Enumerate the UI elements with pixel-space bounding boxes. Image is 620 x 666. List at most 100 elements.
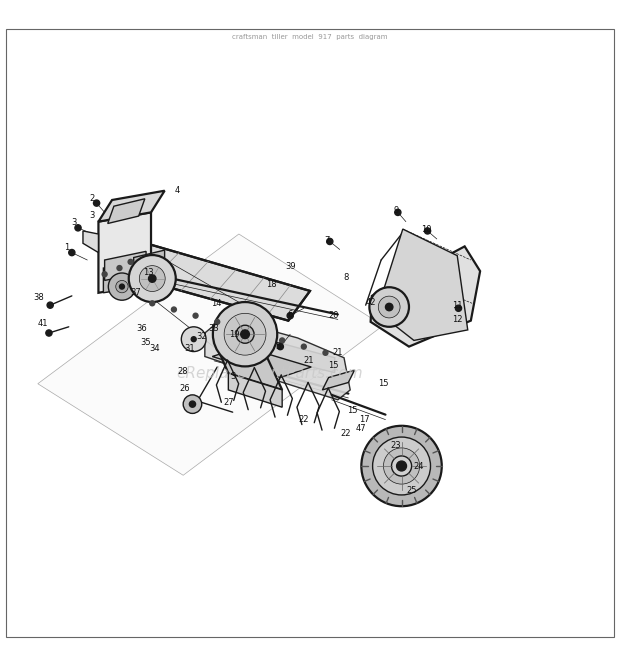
Text: 27: 27 [223,398,234,407]
Circle shape [378,296,400,318]
Text: 9: 9 [394,206,399,215]
Text: 22: 22 [299,415,309,424]
Circle shape [236,326,241,330]
Text: 12: 12 [452,315,463,324]
Text: 10: 10 [421,224,432,234]
Circle shape [327,238,333,244]
Text: 3: 3 [71,218,76,227]
Polygon shape [377,229,467,340]
Text: 37: 37 [130,288,141,297]
Polygon shape [83,231,99,252]
Text: craftsman  tiller  model  917  parts  diagram: craftsman tiller model 917 parts diagram [232,34,388,40]
Circle shape [215,320,219,324]
Circle shape [189,401,195,407]
Circle shape [224,313,266,355]
Circle shape [46,330,52,336]
Text: 36: 36 [136,324,147,332]
Polygon shape [115,243,310,320]
Circle shape [102,272,107,276]
Circle shape [149,275,156,282]
Polygon shape [108,198,145,224]
Circle shape [425,228,431,234]
Text: 31: 31 [184,344,195,353]
Polygon shape [99,212,151,293]
Polygon shape [322,370,355,390]
Circle shape [287,312,293,319]
Text: 15: 15 [378,379,388,388]
Circle shape [280,338,285,343]
Polygon shape [214,340,282,390]
Text: 5: 5 [275,342,280,351]
Circle shape [301,344,306,349]
Text: 23: 23 [390,441,401,450]
Text: eReplacementParts.com: eReplacementParts.com [177,366,363,381]
Text: 19: 19 [229,330,240,339]
Polygon shape [213,325,335,372]
Text: 20: 20 [328,311,339,320]
Circle shape [172,307,176,312]
Circle shape [47,302,53,308]
Text: 2: 2 [90,194,95,202]
Circle shape [383,448,420,484]
Circle shape [397,461,407,471]
Circle shape [386,303,393,311]
Text: 3: 3 [230,372,236,381]
Circle shape [236,325,254,343]
Circle shape [128,259,133,264]
Polygon shape [105,251,146,280]
Text: 38: 38 [33,292,45,302]
Circle shape [94,200,100,206]
Text: 22: 22 [340,429,351,438]
Text: 14: 14 [211,299,221,308]
Polygon shape [134,250,165,285]
Circle shape [395,209,401,216]
Polygon shape [104,260,147,293]
Circle shape [213,302,277,366]
Text: 6: 6 [288,310,293,319]
Circle shape [361,426,442,506]
Circle shape [140,266,165,292]
Circle shape [117,266,122,270]
Circle shape [277,344,283,350]
Circle shape [75,224,81,231]
Circle shape [193,313,198,318]
Text: 39: 39 [285,262,296,270]
Circle shape [241,330,249,338]
Circle shape [323,350,328,355]
Text: 28: 28 [178,367,188,376]
Circle shape [120,284,125,289]
Text: 13: 13 [143,268,153,277]
Circle shape [258,332,263,337]
Circle shape [181,327,206,352]
Text: 21: 21 [332,348,343,357]
Text: 4: 4 [174,186,180,195]
Text: 33: 33 [209,324,219,332]
Circle shape [69,250,75,256]
Circle shape [108,273,136,300]
Text: 18: 18 [267,280,277,289]
Text: 26: 26 [180,384,190,393]
Text: 24: 24 [413,462,423,470]
Text: 15: 15 [347,406,357,415]
Text: 25: 25 [407,486,417,496]
Text: 34: 34 [149,344,159,353]
Polygon shape [212,346,311,378]
Circle shape [370,287,409,327]
Text: 42: 42 [365,298,376,306]
Text: 8: 8 [343,273,348,282]
Text: 11: 11 [452,300,463,310]
Polygon shape [371,246,480,346]
Circle shape [116,280,128,293]
Circle shape [129,255,175,302]
Text: 41: 41 [37,319,48,328]
Text: 1: 1 [64,243,69,252]
Polygon shape [228,373,282,407]
Text: 32: 32 [197,332,207,340]
Circle shape [373,437,430,495]
Circle shape [183,395,202,414]
Text: 7: 7 [325,236,330,244]
Circle shape [455,305,461,311]
Text: 17: 17 [359,415,370,424]
Circle shape [191,337,196,342]
Circle shape [150,301,155,306]
